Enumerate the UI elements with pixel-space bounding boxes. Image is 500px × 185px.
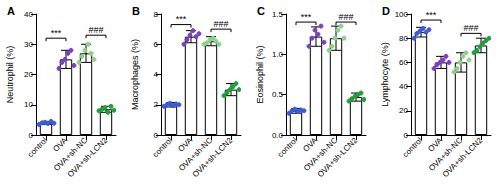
svg-text:30: 30 xyxy=(24,40,33,49)
svg-text:###: ### xyxy=(463,23,478,33)
svg-text:4: 4 xyxy=(154,70,159,79)
svg-text:0: 0 xyxy=(154,131,159,140)
svg-text:Neutrophil (%): Neutrophil (%) xyxy=(5,46,15,104)
svg-text:control: control xyxy=(401,136,424,159)
svg-text:OVA: OVA xyxy=(301,135,320,154)
svg-text:20: 20 xyxy=(24,70,33,79)
svg-text:OVA: OVA xyxy=(51,135,70,154)
svg-text:10: 10 xyxy=(24,100,33,109)
svg-text:B: B xyxy=(132,5,140,17)
svg-text:###: ### xyxy=(88,25,103,35)
svg-text:D: D xyxy=(382,5,390,17)
svg-text:6: 6 xyxy=(154,40,159,49)
svg-text:###: ### xyxy=(213,19,228,29)
svg-text:OVA+sh-LCN2: OVA+sh-LCN2 xyxy=(66,135,110,179)
svg-text:control: control xyxy=(151,136,174,159)
svg-text:OVA: OVA xyxy=(426,135,445,154)
svg-text:Eosinophil (%): Eosinophil (%) xyxy=(255,45,265,103)
svg-text:0: 0 xyxy=(404,131,409,140)
svg-text:***: *** xyxy=(426,10,437,20)
svg-text:OVA+sh-NC: OVA+sh-NC xyxy=(52,135,90,173)
svg-text:OVA+sh-NC: OVA+sh-NC xyxy=(177,135,215,173)
svg-text:40: 40 xyxy=(399,82,408,91)
svg-text:###: ### xyxy=(338,12,353,22)
svg-text:20: 20 xyxy=(399,106,408,115)
svg-text:0.5: 0.5 xyxy=(272,90,284,99)
svg-text:control: control xyxy=(26,136,49,159)
svg-text:***: *** xyxy=(51,28,62,38)
svg-text:60: 60 xyxy=(399,58,408,67)
svg-text:OVA+sh-LCN2: OVA+sh-LCN2 xyxy=(191,135,235,179)
svg-text:1.5: 1.5 xyxy=(272,10,284,19)
svg-text:40: 40 xyxy=(24,10,33,19)
svg-text:OVA: OVA xyxy=(176,135,195,154)
svg-text:OVA+sh-LCN2: OVA+sh-LCN2 xyxy=(441,135,485,179)
svg-text:control: control xyxy=(276,136,299,159)
svg-text:***: *** xyxy=(301,12,312,22)
svg-text:0: 0 xyxy=(29,131,34,140)
svg-text:OVA+sh-NC: OVA+sh-NC xyxy=(427,135,465,173)
svg-text:C: C xyxy=(257,5,265,17)
svg-text:80: 80 xyxy=(399,34,408,43)
svg-text:Lymphocyte (%): Lymphocyte (%) xyxy=(380,42,390,107)
svg-text:8: 8 xyxy=(154,10,159,19)
svg-text:OVA+sh-LCN2: OVA+sh-LCN2 xyxy=(316,135,360,179)
svg-text:Macrophages (%): Macrophages (%) xyxy=(130,39,140,110)
svg-text:OVA+sh-NC: OVA+sh-NC xyxy=(302,135,340,173)
svg-text:0.0: 0.0 xyxy=(272,131,284,140)
svg-text:100: 100 xyxy=(395,10,409,19)
svg-text:1.0: 1.0 xyxy=(272,50,284,59)
svg-text:A: A xyxy=(7,5,15,17)
svg-text:2: 2 xyxy=(154,100,159,109)
svg-text:***: *** xyxy=(176,14,187,24)
